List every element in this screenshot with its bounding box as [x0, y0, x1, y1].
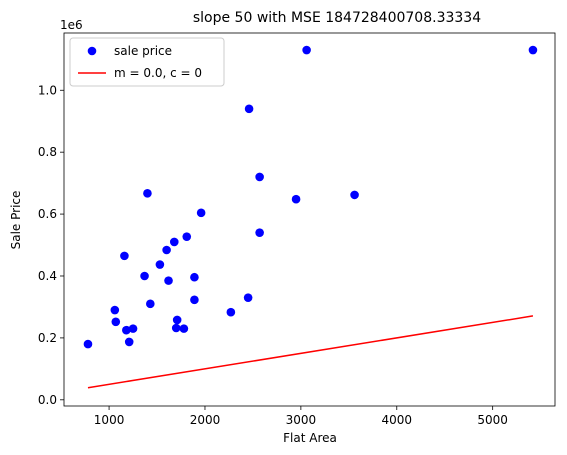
x-tick-label: 4000 [381, 413, 412, 427]
data-point [171, 323, 181, 333]
legend: sale price m = 0.0, c = 0 [69, 37, 225, 87]
data-point [243, 293, 253, 302]
plot-frame [63, 32, 556, 407]
data-point [169, 237, 179, 247]
regression-line [87, 315, 534, 389]
data-point [143, 189, 152, 198]
plot-area [63, 32, 556, 407]
data-point [155, 260, 165, 269]
data-point [528, 45, 538, 55]
x-tick-label: 2000 [190, 413, 221, 427]
data-point [122, 325, 131, 335]
data-point [128, 324, 138, 333]
data-point [146, 299, 155, 309]
x-tick-label: 1000 [94, 413, 125, 427]
data-point [162, 245, 171, 255]
y-axis-offset-label: 1e6 [60, 18, 83, 32]
x-tick-label: 3000 [286, 413, 317, 427]
data-point [172, 315, 182, 325]
chart-title: slope 50 with MSE 184728400708.33334 [193, 10, 481, 26]
y-tick-label: 0.8 [38, 145, 57, 159]
data-point [179, 324, 189, 333]
legend-marker-swatch [87, 46, 97, 56]
data-point [110, 305, 120, 315]
y-tick-label: 0.4 [38, 269, 57, 283]
legend-frame [69, 37, 225, 87]
data-point [190, 295, 199, 305]
x-axis-label: Flat Area [283, 431, 337, 445]
data-point [350, 190, 359, 200]
axis-ticks: 1000 2000 3000 4000 5000 0.0 0.2 0.4 0.6 0.8 1.0 [38, 83, 508, 427]
data-point [255, 228, 264, 237]
y-tick-label: 0.2 [38, 331, 57, 345]
y-tick-label: 0.6 [38, 207, 57, 221]
data-point [244, 104, 254, 114]
legend-label: m = 0.0, c = 0 [114, 66, 202, 80]
data-point [124, 337, 134, 347]
data-point [140, 271, 149, 281]
data-point [120, 251, 129, 261]
y-axis-label: Sale Price [9, 191, 23, 250]
legend-label: sale price [114, 44, 172, 58]
data-point [83, 339, 93, 349]
data-point [196, 208, 206, 218]
data-point [190, 272, 199, 282]
data-point [111, 317, 121, 327]
data-point [182, 232, 192, 241]
data-point [302, 45, 311, 55]
y-tick-label: 1.0 [38, 83, 57, 97]
data-point [291, 194, 301, 204]
data-point [255, 172, 264, 182]
data-point [226, 307, 236, 317]
data-point [164, 276, 173, 285]
y-tick-label: 0.0 [38, 393, 57, 407]
x-tick-label: 5000 [477, 413, 508, 427]
